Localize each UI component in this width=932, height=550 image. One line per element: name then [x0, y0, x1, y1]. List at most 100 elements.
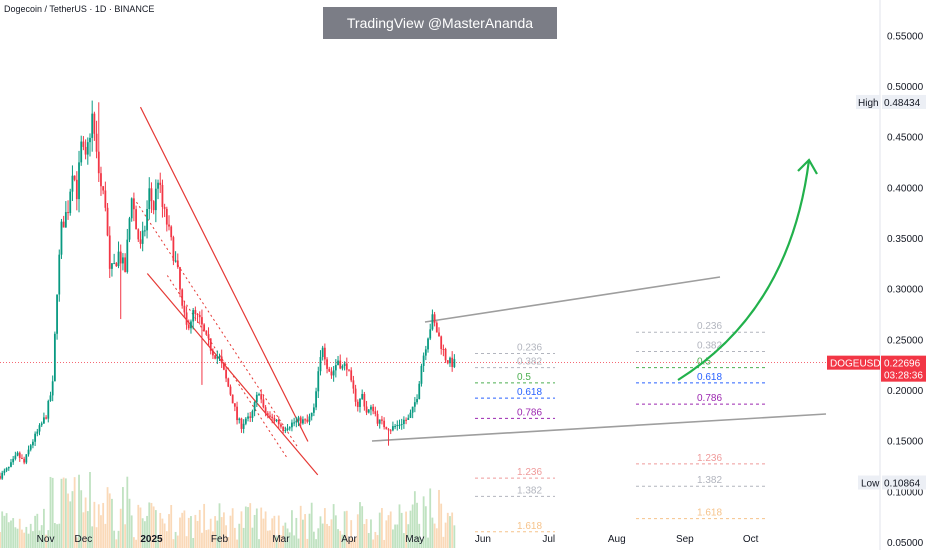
volume-bar [209, 518, 212, 548]
candle-body [233, 403, 236, 407]
volume-bar [262, 518, 265, 548]
candle-body [429, 329, 432, 339]
volume-bar [205, 530, 208, 548]
candle-body [328, 368, 331, 372]
volume-bar [124, 524, 127, 548]
volume-bar [341, 534, 344, 548]
candle-body [49, 395, 52, 401]
candle-body [198, 314, 201, 318]
candle-body [36, 431, 39, 434]
candle-body [56, 294, 58, 334]
volume-bar [319, 516, 322, 548]
volume-bar [352, 539, 355, 548]
candle-body [288, 427, 291, 429]
candle-body [225, 369, 227, 379]
resistance-trendline [424, 276, 721, 323]
candle-body [124, 257, 127, 272]
candle-body [317, 371, 320, 392]
candle-body [352, 380, 355, 389]
volume-bar [212, 531, 214, 548]
candle-body [159, 182, 162, 185]
candle-body [137, 229, 140, 240]
candle-body [236, 406, 238, 421]
volume-bar [374, 531, 377, 548]
fib-right-label: 1.236 [697, 453, 722, 464]
volume-bar [363, 523, 366, 548]
volume-bar [312, 531, 315, 548]
x-tick-label: Jul [542, 534, 555, 545]
candle-body [262, 399, 265, 408]
candle-body [25, 454, 28, 463]
volume-bar [7, 522, 10, 548]
volume-bar [53, 523, 56, 548]
candle-body [53, 333, 56, 382]
price-tag-bg [881, 355, 926, 382]
volume-bar [266, 530, 269, 548]
volume-bar [282, 525, 285, 548]
volume-bar [273, 515, 276, 548]
candle-body [374, 411, 377, 414]
channel-lower-line [146, 273, 319, 476]
volume-bar [21, 529, 23, 548]
y-tick-label: 0.35000 [887, 234, 924, 245]
volume-bar [117, 530, 120, 548]
candle-body [297, 417, 300, 421]
candle-body [154, 188, 157, 211]
candle-body [16, 452, 19, 456]
candle-body [14, 455, 17, 459]
candle-body [253, 402, 256, 412]
candle-body [418, 383, 421, 399]
volume-bar [339, 530, 342, 548]
volume-bar [378, 512, 381, 548]
candle-body [3, 470, 6, 473]
volume-bar [302, 519, 304, 548]
volume-bar [185, 536, 188, 548]
volume-bar [106, 487, 109, 548]
candle-body [212, 350, 214, 356]
high-value-bg [882, 94, 926, 109]
volume-bar [128, 498, 131, 548]
volume-bar [157, 536, 159, 548]
y-tick-label: 0.05000 [887, 538, 924, 549]
volume-bar [27, 533, 30, 548]
volume-bar [154, 510, 157, 548]
volume-bar [271, 518, 274, 548]
candle-body [365, 406, 368, 413]
volume-bar [174, 531, 177, 548]
candle-body [422, 355, 425, 366]
volume-bar [365, 519, 368, 548]
fib-right-label: 1.382 [697, 475, 722, 486]
volume-bar [233, 527, 236, 548]
candle-body [102, 186, 105, 191]
candle-body [229, 386, 232, 395]
candle-body [385, 427, 388, 430]
candle-body [73, 175, 76, 180]
volume-bar [284, 522, 287, 548]
low-label: Low [861, 479, 880, 490]
candle-body [139, 239, 142, 244]
projection-arrow [677, 159, 811, 381]
candle-body [405, 419, 407, 421]
candle-body [196, 313, 199, 315]
volume-bar [420, 539, 423, 548]
candle-body [150, 188, 153, 202]
volume-bar [288, 532, 291, 548]
candle-body [113, 263, 116, 265]
volume-bar [36, 513, 39, 548]
volume-bar [139, 507, 142, 548]
low-tag-bg [858, 475, 880, 490]
candle-body [205, 330, 208, 335]
volume-bar [146, 515, 148, 548]
x-tick-label: Jun [475, 534, 491, 545]
volume-bar [95, 527, 98, 548]
volume-bar [427, 537, 429, 548]
volume-bar [299, 505, 302, 548]
volume-bar [49, 476, 52, 548]
candle-body [27, 449, 30, 455]
volume-bar [293, 535, 296, 548]
volume-bar [137, 504, 140, 548]
candle-body [266, 413, 269, 416]
candle-body [104, 190, 107, 208]
volume-bar [236, 539, 238, 548]
